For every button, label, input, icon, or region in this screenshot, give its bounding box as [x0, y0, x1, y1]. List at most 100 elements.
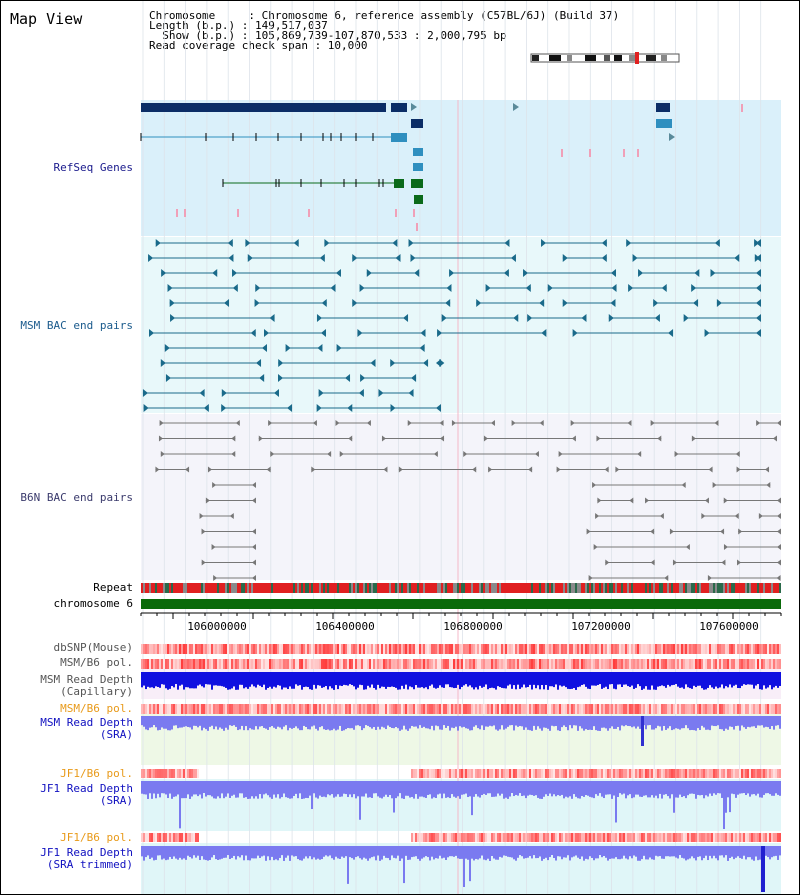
jf1-b6-pol2-cell — [721, 833, 723, 842]
msm-b6-pol2-cell — [649, 704, 651, 714]
repeat-block — [509, 583, 511, 593]
jf1-depth-sra-bar — [385, 781, 387, 795]
repeat-block — [411, 583, 413, 593]
msm-b6-pol2-cell — [503, 704, 505, 714]
dbsnp-cell — [329, 644, 331, 654]
msm-depth-sra-bar — [219, 716, 221, 728]
jf1-depth-sra-bar — [185, 781, 187, 799]
msm-b6-pol2-cell — [771, 704, 773, 714]
msm-depth-cap-bar — [679, 672, 681, 688]
dbsnp-cell — [193, 644, 195, 654]
jf1-depth-trim-bar — [557, 846, 559, 857]
repeat-block — [759, 583, 761, 593]
jf1-depth-trim-bar — [373, 846, 375, 857]
msm-b6-pol2-cell — [697, 704, 699, 714]
msm-b6-pol2-cell — [371, 704, 373, 714]
msm-depth-cap-bar — [329, 672, 331, 687]
msm-depth-sra-bar — [327, 716, 329, 730]
msm-b6-pol2-cell — [527, 704, 529, 714]
repeat-block — [725, 583, 727, 593]
msm-depth-sra-bar — [559, 716, 561, 731]
repeat-block — [399, 583, 401, 593]
jf1-depth-sra-bar — [517, 781, 519, 796]
jf1-b6-pol-cell — [671, 769, 673, 778]
dbsnp-cell — [539, 644, 541, 654]
msm-depth-sra-bar — [473, 716, 475, 727]
msm-bac-end — [148, 254, 154, 262]
msm-b6-pol-cell — [231, 659, 233, 669]
jf1-depth-trim-bar — [547, 846, 549, 861]
msm-b6-pol2-cell — [427, 704, 429, 714]
msm-b6-pol-cell — [483, 659, 485, 669]
jf1-b6-pol2-cell — [653, 833, 655, 842]
jf1-b6-pol-cell — [151, 769, 153, 778]
msm-b6-pol2-cell — [351, 704, 353, 714]
jf1-depth-trim-bar — [691, 846, 693, 857]
b6n-bac-end — [201, 559, 206, 566]
repeat-block — [489, 583, 491, 593]
refseq-arrow — [513, 103, 519, 111]
jf1-b6-pol-cell — [189, 769, 191, 778]
msm-b6-pol-cell — [737, 659, 739, 669]
repeat-block — [549, 583, 551, 593]
repeat-block — [437, 583, 439, 593]
dbsnp-cell — [389, 644, 391, 654]
msm-bac-end — [335, 269, 341, 277]
repeat-block — [401, 583, 403, 593]
repeat-block — [527, 583, 529, 593]
track-label-msm-bac: MSM BAC end pairs — [20, 319, 133, 332]
jf1-b6-pol2-cell — [587, 833, 589, 842]
b6n-bac-end — [159, 420, 164, 426]
msm-b6-pol2-cell — [477, 704, 479, 714]
jf1-depth-trim-bar — [659, 846, 661, 857]
jf1-depth-sra-bar — [481, 781, 483, 796]
dbsnp-cell — [653, 644, 655, 654]
jf1-b6-pol-cell — [553, 769, 555, 778]
jf1-depth-trim-bar — [159, 846, 161, 856]
msm-depth-cap-bar — [707, 672, 709, 688]
dbsnp-cell — [679, 644, 681, 654]
axis-tick-label: 107600000 — [699, 620, 759, 633]
jf1-depth-trim-bar — [529, 846, 531, 857]
dbsnp-cell — [451, 644, 453, 654]
msm-depth-sra-bar — [489, 716, 491, 726]
jf1-depth-trim-bar — [269, 846, 271, 861]
dbsnp-cell — [455, 644, 457, 654]
refseq-pseudo-mark — [184, 209, 186, 217]
jf1-depth-sra-bar — [639, 781, 641, 797]
repeat-block — [649, 583, 651, 593]
jf1-depth-sra-bar — [419, 781, 421, 797]
jf1-b6-pol2-cell — [451, 833, 453, 842]
msm-b6-pol2-cell — [245, 704, 247, 714]
msm-b6-pol2-cell — [761, 704, 763, 714]
jf1-depth-sra-bar — [735, 781, 737, 798]
dbsnp-cell — [705, 644, 707, 654]
repeat-block — [261, 583, 263, 593]
jf1-depth-sra-bar — [151, 781, 153, 799]
repeat-block — [419, 583, 421, 593]
msm-b6-pol2-cell — [165, 704, 167, 714]
repeat-block — [603, 583, 605, 593]
jf1-b6-pol2-cell — [531, 833, 533, 842]
jf1-b6-pol-cell — [425, 769, 427, 778]
msm-b6-pol2-cell — [451, 704, 453, 714]
repeat-block — [207, 583, 209, 593]
jf1-depth-trim-bar — [389, 846, 391, 861]
jf1-depth-sra-bar — [235, 781, 237, 798]
jf1-depth-trim-bar — [429, 846, 431, 861]
msm-b6-pol-cell — [401, 659, 403, 669]
jf1-depth-trim-bar — [341, 846, 343, 857]
repeat-block — [397, 583, 399, 593]
msm-b6-pol2-cell — [559, 704, 561, 714]
msm-b6-pol-cell — [283, 659, 285, 669]
jf1-depth-trim-bar — [245, 846, 247, 856]
repeat-block — [481, 583, 483, 593]
msm-depth-cap-bar — [625, 672, 627, 685]
msm-depth-sra-bar — [563, 716, 565, 726]
jf1-depth-trim-bar — [273, 846, 275, 861]
jf1-depth-sra-bar — [193, 781, 195, 795]
msm-depth-cap-bar — [515, 672, 517, 690]
msm-b6-pol-cell — [479, 659, 481, 669]
msm-b6-pol2-cell — [763, 704, 765, 714]
